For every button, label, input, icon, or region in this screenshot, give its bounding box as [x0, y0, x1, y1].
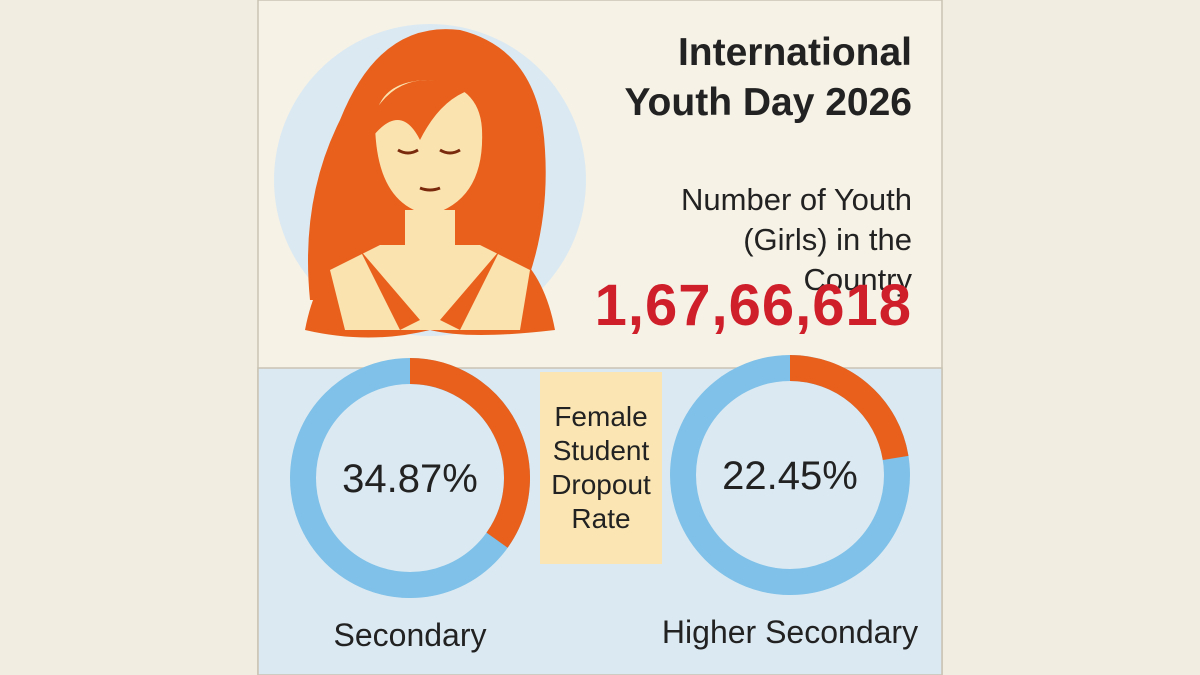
chart-label: Higher Secondary: [662, 614, 918, 650]
headline-figure: 1,67,66,618: [594, 273, 912, 338]
chart-label: Secondary: [334, 617, 487, 653]
donut-segment: [409, 358, 530, 548]
girl-illustration: [305, 29, 555, 338]
donut-segment: [789, 355, 909, 461]
center-label: Female Student Dropout Rate: [540, 372, 662, 564]
value-label: 22.45%: [722, 454, 858, 498]
title: International Youth Day 2026: [624, 31, 912, 124]
subtitle: Number of Youth (Girls) in the Country: [681, 182, 912, 297]
value-label: 34.87%: [342, 457, 478, 501]
